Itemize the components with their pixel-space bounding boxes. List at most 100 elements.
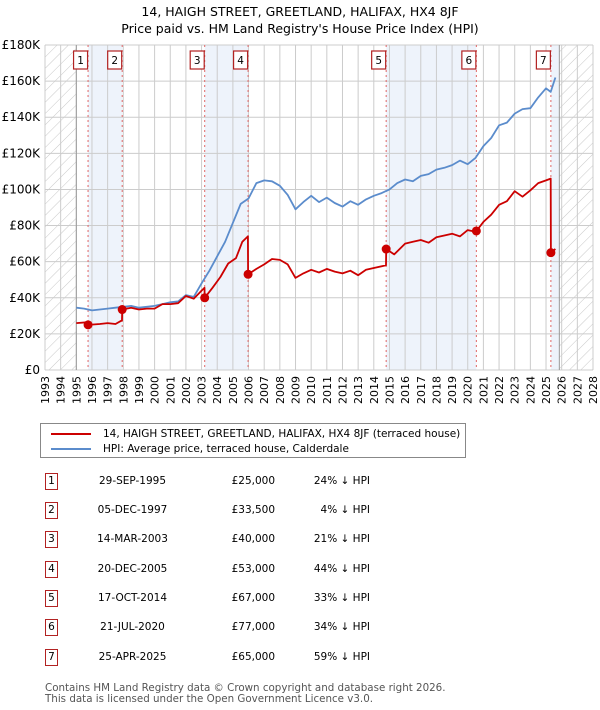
x-tick-label: 2020 xyxy=(462,376,475,404)
licence-line: This data is licensed under the Open Gov… xyxy=(45,693,374,705)
sale-number-label: 2 xyxy=(111,55,118,67)
legend-label: 14, HAIGH STREET, GREETLAND, HALIFAX, HX… xyxy=(103,428,461,440)
x-tick-label: 1999 xyxy=(133,376,146,404)
series-lines xyxy=(76,77,557,326)
copyright-line: Contains HM Land Registry data © Crown c… xyxy=(45,682,446,694)
sale-number-box xyxy=(72,50,89,70)
table-row: 1 29-SEP-1995 £25,000 24% ↓ HPI xyxy=(40,473,400,493)
x-tick-label: 1996 xyxy=(86,376,99,404)
sale-number-box xyxy=(535,50,551,70)
legend-item-price-paid: 14, HAIGH STREET, GREETLAND, HALIFAX, HX… xyxy=(51,427,460,441)
table-row: 4 20-DEC-2005 £53,000 44% ↓ HPI xyxy=(40,561,400,581)
sale-price: £25,000 xyxy=(231,475,275,487)
sale-number-box xyxy=(232,50,249,70)
hpi-comparison: 24% ↓ HPI xyxy=(313,475,370,487)
chart-legend: 14, HAIGH STREET, GREETLAND, HALIFAX, HX… xyxy=(40,423,466,458)
sale-date-markers xyxy=(87,45,552,370)
x-tick-label: 2024 xyxy=(524,376,537,404)
sale-point xyxy=(381,244,391,254)
x-tick-label: 2022 xyxy=(493,376,506,404)
sale-number-box xyxy=(461,50,477,70)
x-tick-label: 2016 xyxy=(399,376,412,404)
y-tick-label: £180K xyxy=(2,38,42,52)
chart-title: 14, HAIGH STREET, GREETLAND, HALIFAX, HX… xyxy=(141,4,459,19)
price-chart: 1993 1994 1995 1996 1997 1998 1999 2000 2001 2002… xyxy=(2,38,600,404)
sale-point xyxy=(546,248,556,258)
x-tick-label: 2017 xyxy=(415,376,428,404)
sale-point xyxy=(243,269,253,279)
sale-number-label: 5 xyxy=(375,55,382,67)
x-tick-label: 2007 xyxy=(258,376,271,404)
x-tick-label: 1997 xyxy=(102,376,115,404)
x-tick-label: 2027 xyxy=(571,376,584,404)
sale-point xyxy=(83,320,93,330)
y-tick-label: £0 xyxy=(25,363,40,377)
y-tick-label: £140K xyxy=(2,110,42,124)
x-tick-label: 2010 xyxy=(305,376,318,404)
sale-date: 20-DEC-2005 xyxy=(97,563,168,575)
x-tick-label: 2021 xyxy=(477,376,490,404)
table-row: 5 17-OCT-2014 £67,000 33% ↓ HPI xyxy=(40,590,400,610)
x-tick-label: 2023 xyxy=(509,376,522,404)
hpi-comparison: 59% ↓ HPI xyxy=(313,651,370,663)
sale-number-box xyxy=(371,50,387,70)
sale-price: £40,000 xyxy=(231,533,275,545)
sale-points xyxy=(83,226,556,330)
sale-point xyxy=(117,305,127,315)
shaded-range xyxy=(204,45,249,370)
x-tick-label: 2000 xyxy=(149,376,162,404)
sale-number-label: 6 xyxy=(466,55,473,67)
x-tick-label: 2001 xyxy=(164,376,177,404)
x-tick-label: 1993 xyxy=(39,376,52,404)
x-tick-label: 2019 xyxy=(446,376,459,404)
x-tick-label: 2005 xyxy=(227,376,240,404)
x-tick-label: 2013 xyxy=(352,376,365,404)
x-tick-label: 1995 xyxy=(70,376,83,404)
x-tick-label: 1994 xyxy=(55,376,68,404)
sale-number-labels: 1 2 3 4 5 6 7 xyxy=(72,50,551,70)
sale-number-label: 4 xyxy=(237,55,244,67)
y-tick-label: £40K xyxy=(9,291,41,305)
axes: 1993 1994 1995 1996 1997 1998 1999 2000 2001 2002… xyxy=(2,38,600,404)
sale-number-badge: 1 xyxy=(45,473,58,490)
x-tick-label: 2012 xyxy=(336,376,349,404)
sale-number-label: 3 xyxy=(194,55,201,67)
sale-number-badge: 5 xyxy=(45,590,58,607)
sale-number-badge: 7 xyxy=(45,649,58,666)
red-line-swatch-icon xyxy=(51,433,91,435)
chart-subtitle: Price paid vs. HM Land Registry's House … xyxy=(121,21,479,36)
out-of-range-hatching xyxy=(45,45,593,370)
hpi-comparison: 44% ↓ HPI xyxy=(313,563,370,575)
y-tick-label: £60K xyxy=(9,255,41,269)
hpi-comparison: 4% ↓ HPI xyxy=(320,504,370,516)
table-row: 6 21-JUL-2020 £77,000 34% ↓ HPI xyxy=(40,619,400,639)
hpi-comparison: 21% ↓ HPI xyxy=(313,533,370,545)
sale-price: £65,000 xyxy=(231,651,275,663)
legend-label: HPI: Average price, terraced house, Cald… xyxy=(103,443,349,455)
sale-number-box xyxy=(107,50,123,70)
sale-price: £77,000 xyxy=(231,621,275,633)
x-tick-label: 2026 xyxy=(556,376,569,404)
hpi-comparison: 34% ↓ HPI xyxy=(313,621,370,633)
legend-item-hpi: HPI: Average price, terraced house, Cald… xyxy=(51,442,349,456)
x-tick-label: 2008 xyxy=(274,376,287,404)
sale-number-label: 1 xyxy=(77,55,84,67)
sale-point xyxy=(471,226,481,236)
table-row: 2 05-DEC-1997 £33,500 4% ↓ HPI xyxy=(40,502,400,522)
gridlines xyxy=(44,44,594,371)
table-row: 7 25-APR-2025 £65,000 59% ↓ HPI xyxy=(40,649,400,669)
sale-price: £33,500 xyxy=(231,504,275,516)
sale-date: 14-MAR-2003 xyxy=(97,533,168,545)
sale-number-badge: 6 xyxy=(45,619,58,636)
x-tick-label: 2006 xyxy=(243,376,256,404)
hpi-line xyxy=(76,77,557,312)
y-tick-label: £120K xyxy=(2,146,42,160)
sale-date: 25-APR-2025 xyxy=(98,651,167,663)
y-tick-label: £80K xyxy=(9,219,41,233)
price-paid-line xyxy=(76,177,556,326)
sale-point xyxy=(200,293,210,303)
x-tick-label: 2028 xyxy=(587,376,600,404)
x-tick-label: 2015 xyxy=(383,376,396,404)
y-tick-label: £100K xyxy=(2,182,42,196)
y-tick-label: £160K xyxy=(2,74,42,88)
